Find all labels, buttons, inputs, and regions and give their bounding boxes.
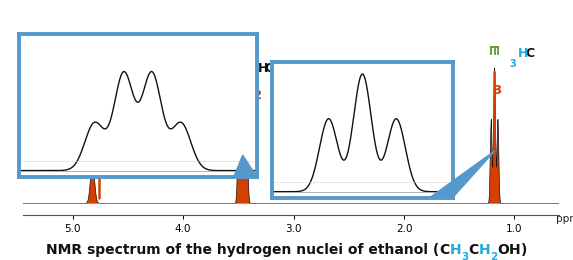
Text: H: H [519,47,529,60]
Text: C: C [468,243,478,257]
Text: O: O [497,243,509,257]
Text: OH: OH [108,145,129,158]
Text: NMR spectrum of the hydrogen nuclei of ethanol (: NMR spectrum of the hydrogen nuclei of e… [46,243,439,257]
Text: H: H [478,243,490,257]
Text: C: C [265,62,274,75]
Text: 3: 3 [492,84,501,97]
Text: 1: 1 [98,158,107,171]
Text: C: C [439,243,449,257]
Text: 3: 3 [461,252,468,260]
Text: ppm: ppm [556,214,573,224]
Text: 2: 2 [490,252,497,260]
Text: C: C [525,47,535,60]
Text: 3: 3 [509,60,516,69]
Text: 2: 2 [250,75,257,85]
Text: H: H [509,243,521,257]
Text: H: H [449,243,461,257]
Text: 2: 2 [253,89,262,102]
Text: H: H [258,62,269,75]
Text: ): ) [521,243,527,257]
